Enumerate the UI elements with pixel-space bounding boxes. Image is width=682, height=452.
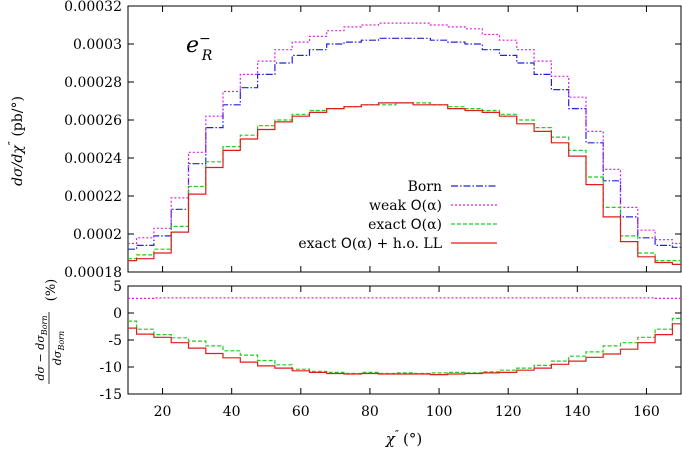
legend-label: Born — [408, 179, 442, 195]
ratio-label-num-text: dσ − dσ — [34, 335, 47, 381]
ratio-series-exact-o — [128, 317, 681, 375]
x-label-unit: (°) — [403, 430, 422, 448]
main-y-label-main: dσ/dχ — [10, 144, 26, 186]
legend-label-part: exact — [298, 236, 340, 252]
main-y-tick-label: 0.00028 — [64, 75, 122, 91]
main-y-ticks: 0.00018 0.0002 0.00022 0.00024 0.00026 0.0002… — [64, 0, 681, 281]
legend-label-part: (α) + h.o. LL — [352, 236, 442, 252]
panel-annotation: e− R — [186, 31, 213, 64]
main-plot-frame — [127, 5, 682, 273]
x-tick-label: 100 — [426, 404, 453, 420]
x-tick-label: 80 — [361, 404, 379, 420]
x-tick-label: 60 — [292, 404, 310, 420]
legend-label-part: (α) — [422, 198, 442, 214]
legend-label-part: O — [341, 236, 352, 252]
x-tick-label: 120 — [495, 404, 522, 420]
main-series-exact-o-h-o-ll — [128, 102, 681, 265]
ratio-series-weak-o — [128, 297, 681, 299]
ratio-x-ticks: 20 40 60 80 100 120 140 160 — [154, 286, 660, 420]
main-x-ticks — [162, 6, 647, 272]
main-y-axis-label: dσ/dχ″ (pb/°) — [6, 96, 26, 186]
main-y-tick-label: 0.00018 — [64, 265, 122, 281]
x-tick-label: 40 — [223, 404, 241, 420]
legend-label: weak O(α) — [369, 198, 442, 214]
annotation-superscript: − — [199, 31, 211, 47]
ratio-y-tick-label: -5 — [108, 333, 122, 349]
legend-label: exact O(α) + h.o. LL — [298, 236, 442, 252]
main-y-tick-label: 0.0003 — [73, 37, 122, 53]
main-y-label-unit: (pb/°) — [10, 96, 26, 141]
x-tick-label: 20 — [154, 404, 172, 420]
main-series-weak-o — [128, 22, 681, 245]
annotation-subscript: R — [201, 48, 213, 64]
ratio-label-numerator: dσ − dσBorn — [34, 316, 49, 381]
ratio-label-den-sub: Born — [57, 331, 66, 352]
main-y-tick-label: 0.0002 — [73, 227, 122, 243]
x-label-base: χ — [385, 430, 396, 448]
x-tick-label: 140 — [564, 404, 591, 420]
ratio-series-exact-o-h-o-ll — [128, 323, 681, 376]
x-tick-label: 160 — [633, 404, 660, 420]
legend-label-part: O — [411, 217, 422, 233]
ratio-y-tick-label: 5 — [113, 279, 122, 295]
main-y-tick-label: 0.00026 — [64, 113, 122, 129]
x-label-prime: ″ — [395, 428, 399, 441]
legend-label-part: (α) — [422, 217, 442, 233]
annotation-base: e — [186, 33, 199, 58]
main-y-tick-label: 0.00022 — [64, 189, 122, 205]
ratio-y-axis-label: dσ − dσBorn dσBorn (%) — [34, 279, 66, 384]
ratio-label-denominator: dσBorn — [51, 331, 66, 365]
ratio-label-den-text: dσ — [51, 350, 64, 365]
main-series-group — [128, 22, 681, 265]
legend-label-part: exact — [368, 217, 410, 233]
ratio-label-num-sub: Born — [40, 316, 49, 337]
main-y-tick-label: 0.00032 — [64, 0, 122, 15]
x-axis-label: χ″ (°) — [385, 428, 422, 448]
ratio-panel: -15-10-505 20 40 60 80 100 120 140 160 dσ − dσB… — [34, 279, 682, 420]
ratio-series-group — [128, 297, 681, 376]
legend-label: exact O(α) — [368, 217, 442, 233]
main-panel: 0.00018 0.0002 0.00022 0.00024 0.00026 0.0002… — [6, 0, 682, 281]
main-y-tick-label: 0.00024 — [64, 151, 122, 167]
legend-label-part: weak — [369, 198, 411, 214]
ratio-label-unit: (%) — [44, 279, 59, 302]
ratio-y-tick-label: -15 — [99, 387, 122, 403]
ratio-y-tick-label: 0 — [113, 306, 122, 322]
main-y-label-prime: ″ — [6, 141, 19, 145]
legend-label-part: O — [411, 198, 422, 214]
ratio-plot-frame — [127, 285, 682, 395]
legend-label-part: Born — [408, 179, 442, 195]
ratio-y-ticks: -15 -10 -5 0 5 — [99, 279, 681, 403]
ratio-y-tick-label: -10 — [99, 360, 122, 376]
